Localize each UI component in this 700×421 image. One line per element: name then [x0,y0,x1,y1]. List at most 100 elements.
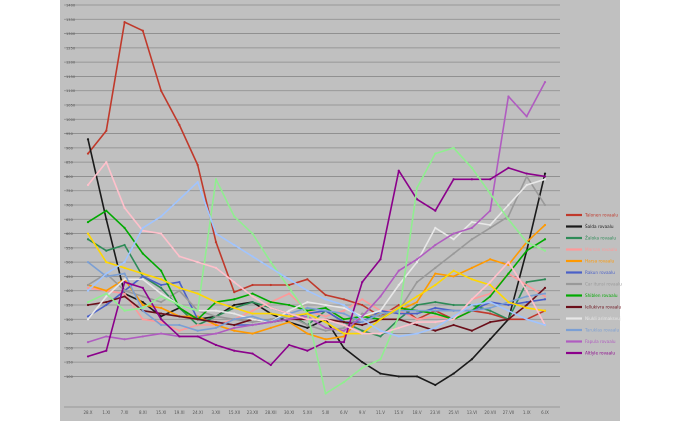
data-point [342,381,346,384]
data-point [543,292,547,295]
data-point [251,255,254,258]
data-point [525,295,528,298]
legend-label: Šalda rovaalu [585,224,614,229]
data-point [434,306,437,309]
data-point [214,232,218,235]
data-point [470,178,473,181]
data-point [324,309,327,312]
legend-label: Altlyle rovaalu [585,351,615,356]
data-point [324,392,327,395]
data-point [489,321,492,324]
data-point [361,281,364,284]
data-point [507,309,510,312]
data-point [342,323,346,327]
data-point [415,323,419,327]
data-point [123,21,126,24]
data-point [397,375,400,378]
data-point [105,261,108,264]
data-point [525,115,528,118]
data-point [342,326,346,329]
series-line [87,224,546,341]
y-tick-label: 650 [66,218,74,222]
data-point [397,326,400,329]
y-tick-label: 250 [66,332,74,336]
data-point [324,341,327,344]
y-tick-label: 100 [66,375,74,379]
data-point [361,321,364,324]
data-point [160,232,163,235]
data-point [543,298,547,301]
data-point [306,326,309,329]
data-point [269,306,272,309]
data-point [324,293,327,297]
data-point [86,232,90,235]
data-point [434,315,437,318]
data-point [251,301,254,304]
data-point [379,358,382,361]
data-point [379,258,382,261]
x-tick-label: 7.XI [121,410,129,415]
data-point [342,303,346,307]
data-point [123,243,126,247]
y-tick-label: 550 [66,246,74,250]
data-point [543,178,547,181]
data-point [287,343,291,347]
legend-label: Žaloka rovaalu [585,236,616,241]
data-point [196,181,199,184]
y-tick-label: 1250 [66,46,76,50]
data-point [123,309,126,312]
series-line [87,178,546,323]
data-point [160,278,163,281]
data-point [306,323,309,327]
data-point [251,232,254,235]
data-point [287,309,291,312]
data-point [251,312,254,315]
data-point [160,332,163,335]
data-point [160,306,163,309]
data-point [196,292,199,295]
data-point [452,318,455,321]
data-point [251,292,254,295]
legend-label: Rakun rovaalu [585,270,615,275]
data-point [543,175,547,178]
data-point [434,209,437,212]
data-point [415,186,419,189]
x-tick-label: 15.V [394,410,403,415]
series-line [87,147,546,395]
y-tick-label: 850 [66,161,74,165]
data-point [178,315,181,318]
data-point [415,281,419,284]
data-point [196,163,199,167]
data-point [269,261,272,264]
data-point [324,318,327,321]
data-point [287,283,291,287]
data-point [86,183,90,187]
data-point [361,323,364,327]
y-tick-label: 200 [66,346,74,350]
data-point [160,301,163,304]
x-tick-label: 15.XII [229,410,240,415]
data-point [525,175,528,178]
data-point [123,281,126,284]
y-tick-label: 1100 [66,89,76,93]
x-tick-label: 15.XI [156,410,166,415]
data-point [470,221,473,224]
data-point [379,309,382,312]
data-point [434,326,437,329]
data-point [287,292,291,295]
data-point [470,278,473,281]
x-tick-label: 24.XI [193,410,203,415]
series-lines [86,21,547,395]
data-point [251,321,254,324]
data-point [105,301,108,304]
data-point [178,255,181,258]
data-point [470,226,473,229]
data-point [525,183,528,187]
data-point [379,318,382,321]
data-point [525,289,528,292]
data-point [123,278,126,281]
data-point [269,283,272,287]
data-point [397,283,400,287]
data-point [160,295,163,298]
data-point [379,315,382,318]
